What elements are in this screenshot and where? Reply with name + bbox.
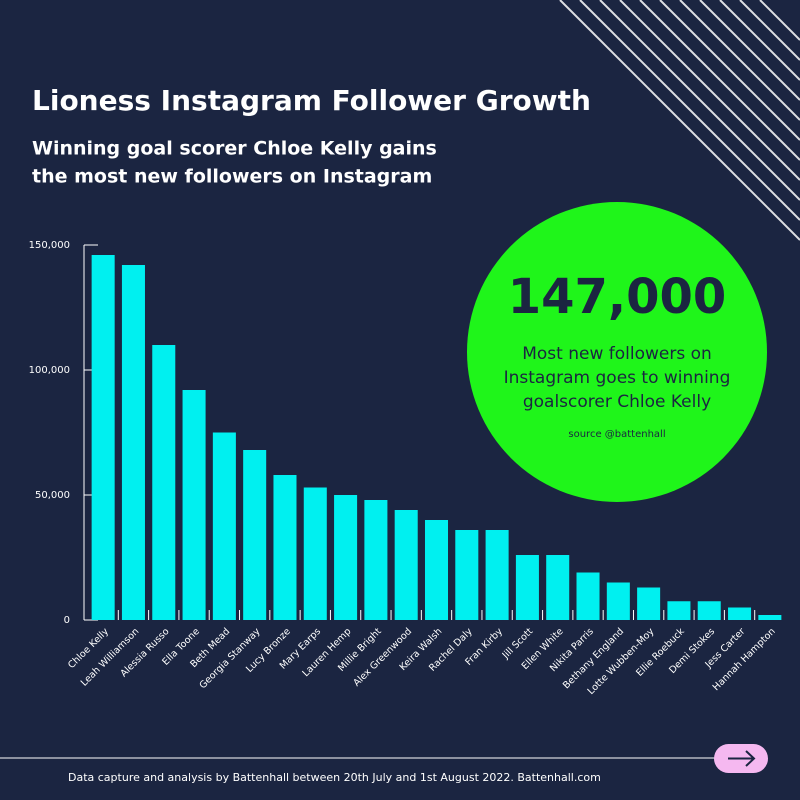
callout-circle [467, 202, 767, 502]
bar [152, 345, 176, 620]
decor-stripes [559, 0, 800, 241]
bar [394, 510, 418, 620]
bar [121, 265, 145, 620]
callout-text: Instagram goes to winning [504, 368, 731, 388]
callout-source: source @battenhall [568, 429, 665, 440]
callout-headline: 147,000 [508, 269, 727, 325]
bar [728, 607, 752, 620]
arrow-icon[interactable] [728, 750, 756, 767]
bar [697, 601, 721, 620]
subtitle: the most new followers on Instagram [32, 166, 432, 188]
bar [546, 555, 570, 620]
bar [364, 500, 388, 620]
subtitle: Winning goal scorer Chloe Kelly gains [32, 138, 437, 160]
bar [637, 587, 661, 620]
footer: Data capture and analysis by Battenhall … [68, 771, 601, 784]
bar [667, 601, 691, 620]
bar [303, 487, 327, 620]
bar [273, 475, 297, 620]
y-tick-label: 0 [64, 615, 70, 626]
bar [243, 450, 267, 620]
bar [576, 572, 600, 620]
bar [212, 432, 236, 620]
bar [424, 520, 449, 620]
bar [182, 390, 206, 620]
y-tick-label: 50,000 [35, 490, 70, 501]
y-tick-label: 100,000 [29, 365, 70, 376]
chart-title: Lioness Instagram Follower Growth [32, 84, 591, 117]
bar [758, 615, 782, 620]
next-button[interactable] [714, 744, 768, 773]
callout-text: Most new followers on [522, 344, 712, 364]
bar [91, 255, 115, 620]
bar [515, 555, 539, 620]
callout-text: goalscorer Chloe Kelly [523, 392, 711, 412]
bar [455, 530, 479, 620]
y-tick-label: 150,000 [29, 240, 70, 251]
bar [606, 582, 630, 620]
bar [334, 495, 358, 620]
bar [485, 530, 509, 620]
